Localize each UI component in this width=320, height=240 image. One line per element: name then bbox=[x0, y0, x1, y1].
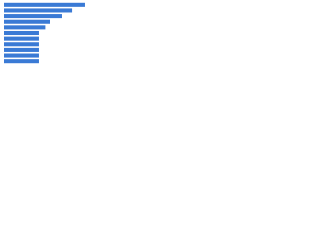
bar bbox=[4, 14, 62, 19]
bar bbox=[4, 47, 39, 52]
chart bbox=[4, 2, 85, 64]
bar bbox=[4, 19, 50, 24]
bar bbox=[4, 36, 39, 41]
bar bbox=[4, 25, 46, 30]
bar bbox=[4, 42, 39, 47]
bar bbox=[4, 59, 39, 64]
bar bbox=[4, 2, 85, 7]
bar bbox=[4, 30, 39, 36]
bar bbox=[4, 8, 73, 13]
bar bbox=[4, 53, 39, 58]
